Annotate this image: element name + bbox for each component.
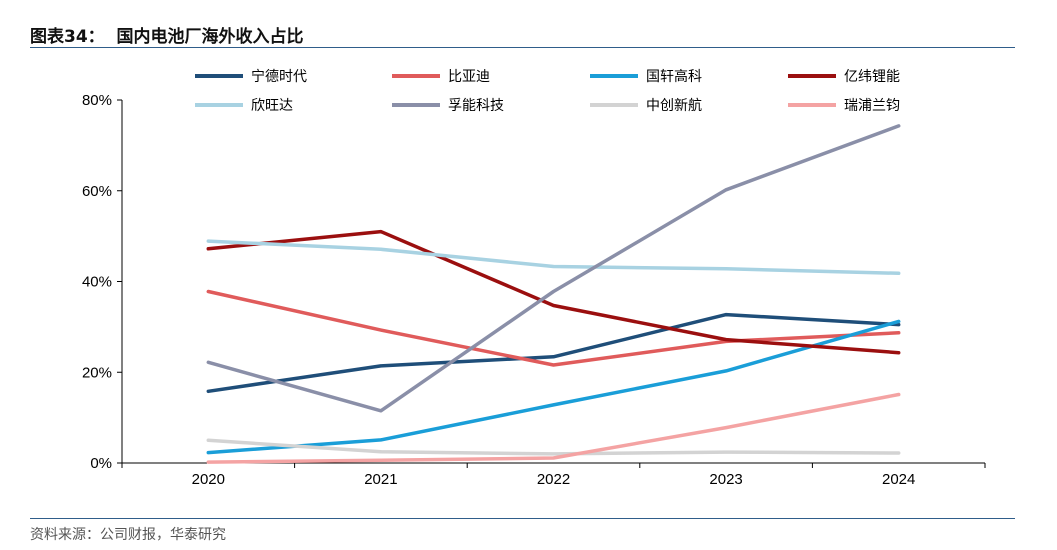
series-line — [206, 124, 901, 413]
legend-label: 中创新航 — [646, 98, 702, 114]
x-tick-label: 2022 — [537, 471, 570, 488]
legend-label: 国轩高科 — [646, 68, 702, 85]
x-tick-label: 2024 — [882, 471, 915, 488]
title-divider — [30, 47, 1015, 48]
y-tick-label: 20% — [82, 364, 112, 381]
chart-axes: 0% 20% 40% 60% 80% 2020 2021 2022 2023 2024 — [82, 92, 986, 488]
legend-label: 欣旺达 — [251, 98, 293, 114]
source-note: 资料来源：公司财报，华泰研究 — [30, 527, 226, 543]
source-divider — [30, 518, 1015, 519]
legend-label: 亿纬锂能 — [844, 69, 900, 85]
y-tick-label: 60% — [82, 183, 112, 200]
legend-label: 比亚迪 — [448, 69, 490, 85]
series-line — [206, 239, 901, 276]
y-tick-label: 80% — [82, 92, 112, 109]
x-tick-label: 2021 — [364, 471, 397, 488]
x-tick-label: 2023 — [709, 471, 742, 488]
series-line — [206, 392, 901, 464]
series-line — [206, 312, 901, 394]
series-line — [206, 289, 901, 367]
y-tick-label: 40% — [82, 274, 112, 291]
legend-label: 宁德时代 — [251, 68, 307, 85]
chart-series — [206, 124, 901, 464]
series-line — [206, 229, 901, 355]
legend-label: 瑞浦兰钧 — [844, 98, 900, 114]
legend-label: 孚能科技 — [448, 98, 504, 114]
figure-title: 图表34： 国内电池厂海外收入占比 — [30, 27, 304, 47]
series-line — [206, 319, 901, 455]
series-line — [206, 438, 901, 456]
y-tick-label: 0% — [90, 455, 112, 472]
x-tick-label: 2020 — [192, 471, 225, 488]
